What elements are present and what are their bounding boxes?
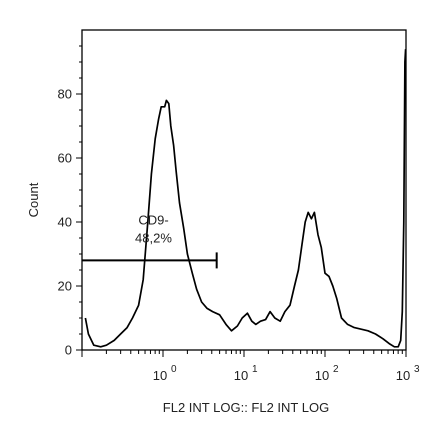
y-tick-label: 0 xyxy=(65,343,72,358)
x-axis-title: FL2 INT LOG:: FL2 INT LOG xyxy=(163,400,329,415)
y-axis: 0 20 40 60 80 xyxy=(58,45,82,358)
gate-label-percent: 48,2% xyxy=(135,230,172,245)
y-tick-label: 60 xyxy=(58,151,72,166)
y-tick-label: 20 xyxy=(58,279,72,294)
y-tick-label: 80 xyxy=(58,87,72,102)
gate-label-name: CD9- xyxy=(138,212,168,227)
plot-frame xyxy=(81,29,407,351)
x-tick-label: 10 xyxy=(396,368,410,383)
y-tick-label: 40 xyxy=(58,215,72,230)
x-tick-label: 10 xyxy=(153,368,167,383)
x-axis: 10 0 10 1 10 2 10 3 xyxy=(81,350,420,383)
x-tick-exponent: 2 xyxy=(333,364,339,375)
gate-marker: CD9- 48,2% xyxy=(82,212,218,269)
x-tick-exponent: 1 xyxy=(252,364,258,375)
histogram-curve xyxy=(84,49,407,348)
x-tick-exponent: 0 xyxy=(171,364,177,375)
x-tick-exponent: 3 xyxy=(414,364,420,375)
y-axis-title: Count xyxy=(26,182,41,217)
x-tick-label: 10 xyxy=(234,368,248,383)
x-tick-label: 10 xyxy=(315,368,329,383)
